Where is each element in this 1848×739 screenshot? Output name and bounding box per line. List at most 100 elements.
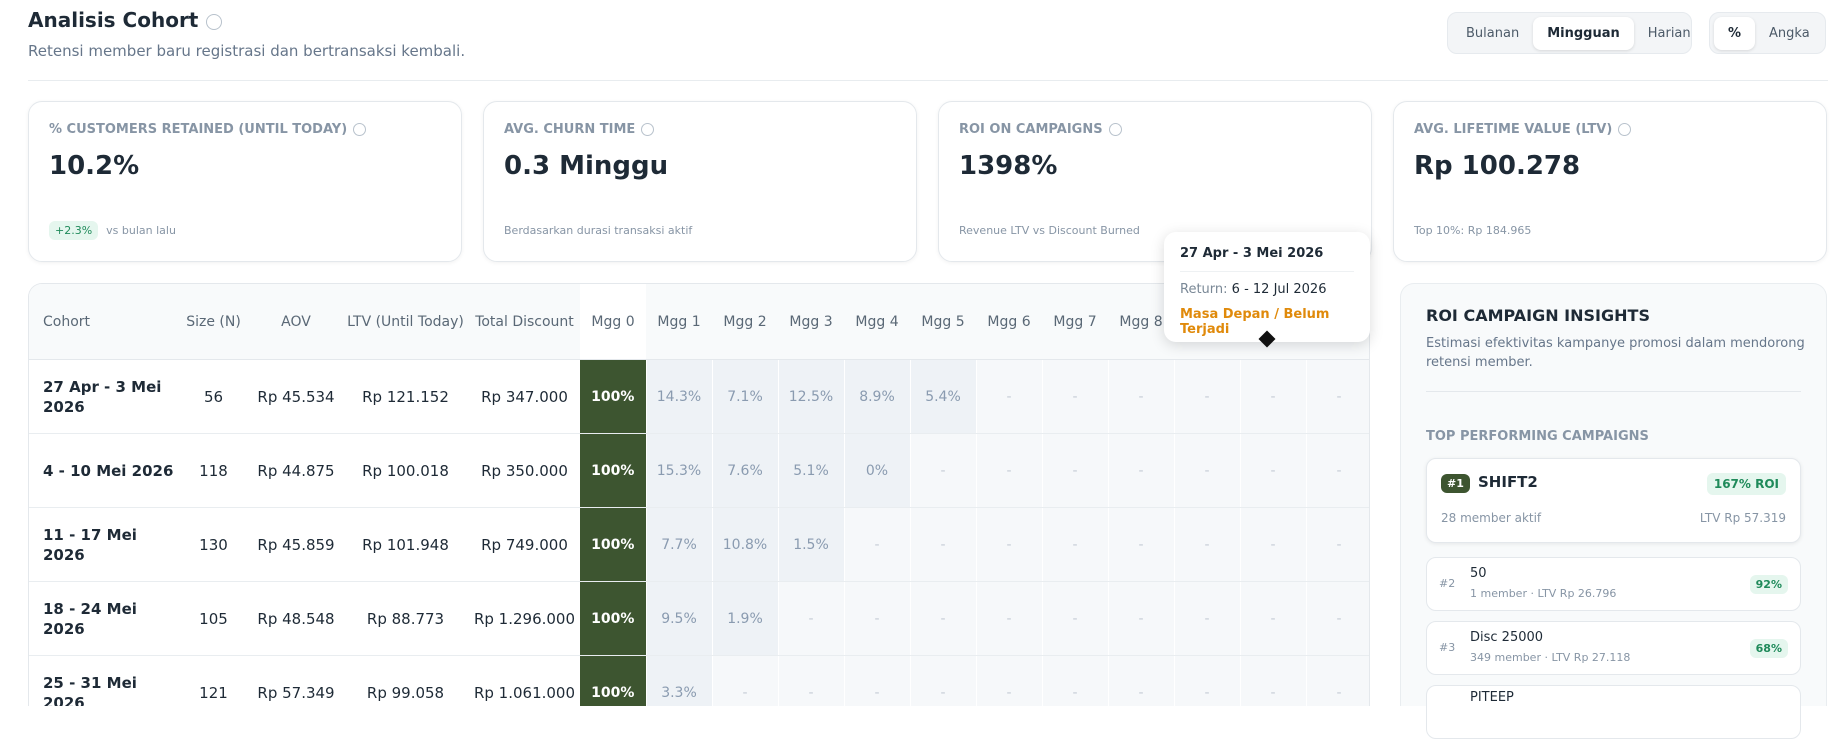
retention-cell[interactable]: - [1306,433,1369,508]
retention-cell[interactable]: 100% [580,433,647,508]
retention-cell[interactable]: - [1240,581,1307,656]
retention-cell[interactable]: - [1306,655,1369,706]
campaign-card[interactable]: #2 50 1 member · LTV Rp 26.796 92% [1426,557,1801,611]
retention-cell[interactable]: - [1174,507,1241,582]
cell-discount: Rp 347.000 [469,359,580,434]
retention-cell[interactable]: - [1108,433,1175,508]
info-icon[interactable] [1108,123,1122,136]
retention-cell[interactable]: - [976,655,1043,706]
retention-cell[interactable]: - [1174,433,1241,508]
campaign-card[interactable]: #3 Disc 25000 349 member · LTV Rp 27.118 68… [1426,621,1801,675]
toggle-option[interactable]: Mingguan [1533,16,1634,50]
cell-size: 121 [177,655,250,706]
info-icon[interactable] [206,13,223,30]
retention-cell[interactable]: 14.3% [646,359,713,434]
cell-ltv: Rp 121.152 [342,359,469,434]
cohort-row[interactable]: 27 Apr - 3 Mei 2026 56 Rp 45.534 Rp 121.152… [29,359,1369,434]
retention-cell[interactable]: - [1042,581,1109,656]
ltv: LTV Rp 57.319 [1699,511,1786,525]
retention-cell[interactable]: 7.1% [712,359,779,434]
info-icon[interactable] [641,123,655,136]
retention-cell[interactable]: 5.1% [778,433,845,508]
retention-cell[interactable]: 8.9% [844,359,911,434]
campaign-card[interactable]: PITEEP [1426,685,1801,739]
week-header: Mgg 7 [1042,284,1108,360]
toggle-option[interactable]: % [1714,16,1756,50]
retention-cell[interactable]: - [778,655,845,706]
retention-cell[interactable]: - [1240,359,1307,434]
retention-cell[interactable]: - [778,581,845,656]
retention-cell[interactable]: 100% [580,507,647,582]
retention-cell[interactable]: - [976,507,1043,582]
retention-cell[interactable]: - [1306,507,1369,582]
retention-cell[interactable]: 0% [844,433,911,508]
toggle-option[interactable]: Harian [1647,25,1691,41]
retention-cell[interactable]: 100% [580,359,647,434]
retention-cell[interactable]: 10.8% [712,507,779,582]
retention-cell[interactable]: 100% [580,655,647,706]
kpi-note: +2.3% vs bulan lalu [49,221,176,240]
retention-cell[interactable]: 7.6% [712,433,779,508]
retention-cell[interactable]: 7.7% [646,507,713,582]
retention-cell[interactable]: - [844,581,911,656]
cell-size: 56 [177,359,250,434]
retention-cell[interactable]: 1.5% [778,507,845,582]
name: Disc 25000 [1470,630,1544,645]
kpi-label-text: AVG. LIFETIME VALUE (LTV) [1414,122,1613,137]
header-row: Cohort Size (N) AOV LTV (Until Today) Total … [29,284,1369,360]
retention-cell[interactable]: 100% [580,581,647,656]
retention-cell[interactable]: - [1042,433,1109,508]
retention-cell[interactable]: - [1240,655,1307,706]
cell-discount: Rp 1.061.000 [469,655,580,706]
retention-cell[interactable]: - [910,655,977,706]
retention-cell[interactable]: - [844,507,911,582]
cell-size: 130 [177,507,250,582]
retention-cell[interactable]: - [1108,655,1175,706]
retention-cell[interactable]: - [712,655,779,706]
retention-cell[interactable]: 15.3% [646,433,713,508]
retention-cell[interactable]: - [1108,359,1175,434]
cell-aov: Rp 45.859 [250,507,342,582]
cohort-row[interactable]: 4 - 10 Mei 2026 118 Rp 44.875 Rp 100.018 Rp … [29,433,1369,508]
retention-cell[interactable]: 9.5% [646,581,713,656]
toggle-option[interactable]: Angka [1769,25,1810,41]
retention-cell[interactable]: - [910,507,977,582]
retention-cell[interactable]: - [1174,655,1241,706]
retention-cell[interactable]: - [1306,359,1369,434]
cohort-row[interactable]: 11 - 17 Mei 2026 130 Rp 45.859 Rp 101.948 Rp… [29,507,1369,582]
cell-cohort: 18 - 24 Mei 2026 [29,581,177,656]
retention-cell[interactable]: - [910,433,977,508]
retention-cell[interactable]: 1.9% [712,581,779,656]
retention-cell[interactable]: - [1042,655,1109,706]
divider [1426,391,1801,392]
retention-cell[interactable]: - [1240,507,1307,582]
cell-cohort: 27 Apr - 3 Mei 2026 [29,359,177,434]
toggle-option[interactable]: Bulanan [1466,25,1520,41]
retention-cell[interactable]: - [910,581,977,656]
retention-cell[interactable]: 5.4% [910,359,977,434]
retention-cell[interactable]: - [1174,581,1241,656]
info-icon[interactable] [1618,123,1632,136]
tooltip-return: Return: 6 - 12 Jul 2026 [1180,282,1354,297]
kpi-value: 0.3 Minggu [504,151,669,181]
retention-cell[interactable]: - [844,655,911,706]
retention-cell[interactable]: - [976,581,1043,656]
retention-cell[interactable]: - [976,433,1043,508]
retention-cell[interactable]: - [1108,581,1175,656]
retention-cell[interactable]: - [1108,507,1175,582]
top-campaign[interactable]: #1 SHIFT2 167% ROI 28 member aktif LTV R… [1426,458,1801,543]
retention-cell[interactable]: - [976,359,1043,434]
retention-cell[interactable]: - [1042,507,1109,582]
retention-cell[interactable]: - [1042,359,1109,434]
info-icon[interactable] [353,123,367,136]
cell-discount: Rp 350.000 [469,433,580,508]
retention-cell[interactable]: - [1174,359,1241,434]
cohort-row[interactable]: 18 - 24 Mei 2026 105 Rp 48.548 Rp 88.773 Rp … [29,581,1369,656]
retention-cell[interactable]: - [1240,433,1307,508]
cohort-row[interactable]: 25 - 31 Mei 2026 121 Rp 57.349 Rp 99.058 Rp … [29,655,1369,706]
retention-cell[interactable]: 3.3% [646,655,713,706]
retention-cell[interactable]: - [1306,581,1369,656]
roi: 68% [1749,639,1788,658]
section-title: TOP PERFORMING CAMPAIGNS [1426,429,1649,444]
retention-cell[interactable]: 12.5% [778,359,845,434]
